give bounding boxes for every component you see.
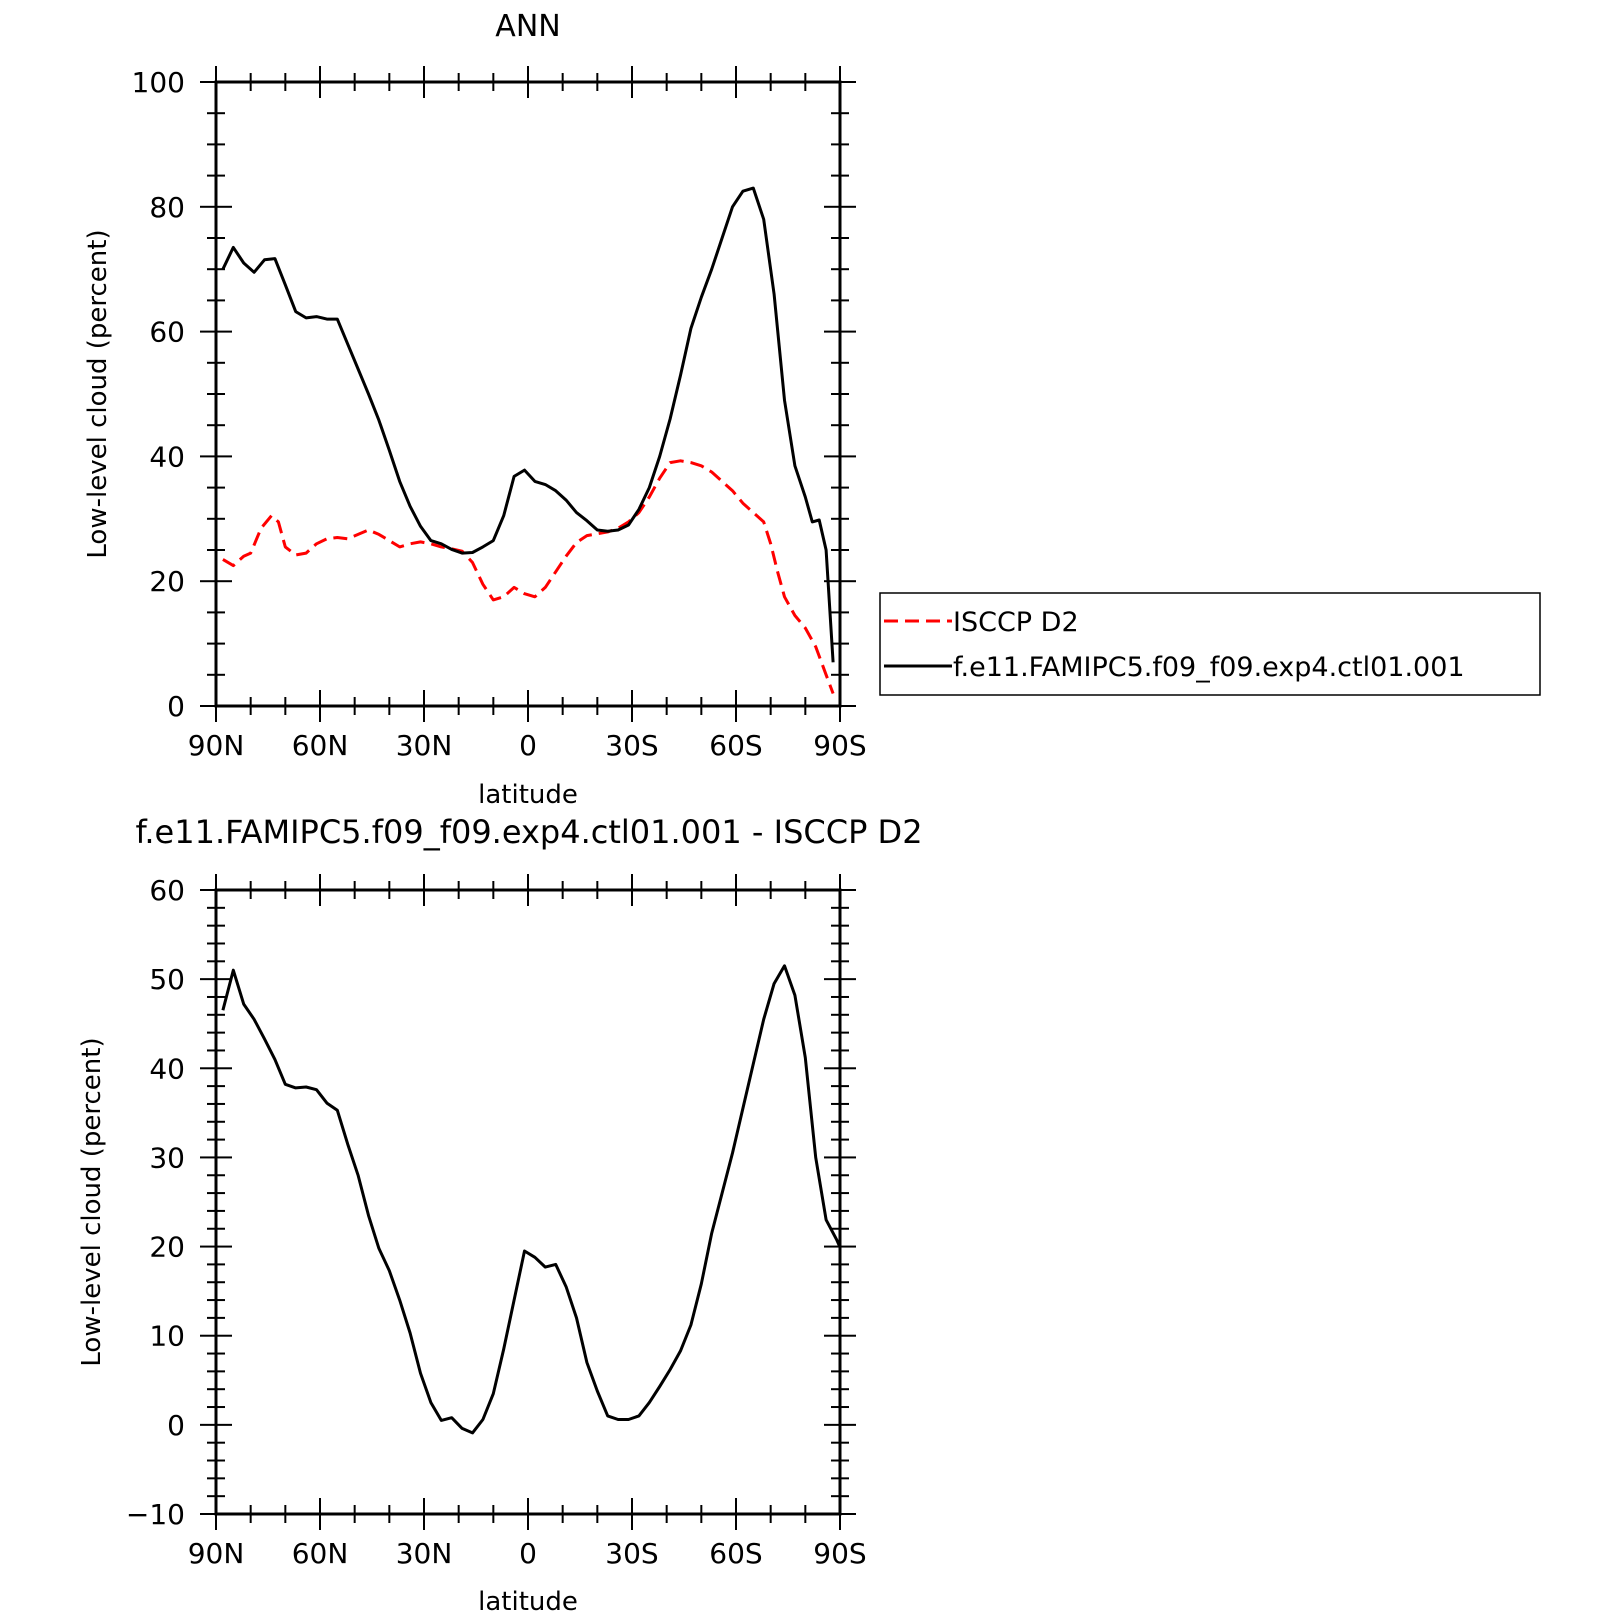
top-y-tick-label: 60 — [149, 316, 185, 349]
top-series-line-1 — [221, 186, 835, 663]
bottom-y-tick-label: 40 — [149, 1052, 185, 1085]
top-x-tick-label: 30S — [605, 729, 658, 762]
legend: ISCCP D2 f.e11.FAMIPC5.f09_f09.exp4.ctl0… — [879, 592, 1541, 696]
bottom-plot-frame — [214, 888, 842, 1516]
top-y-axis-label: Low-level cloud (percent) — [83, 229, 113, 558]
panel-bottom: f.e11.FAMIPC5.f09_f09.exp4.ctl01.001 - I… — [77, 813, 923, 1617]
top-plot-lines — [221, 186, 835, 695]
top-x-axis-label: latitude — [478, 780, 578, 810]
top-y-tick-label: 100 — [132, 66, 185, 99]
top-x-tick-label: 30N — [396, 729, 453, 762]
bottom-axes: 90N 60N 30N 0 30S 60S 90S −10 0 10 20 30 40 50 60 — [126, 874, 867, 1570]
bottom-y-tick-label: 20 — [149, 1231, 185, 1264]
chart-title-top: ANN — [495, 9, 560, 44]
top-x-tick-label: 90S — [813, 729, 866, 762]
bottom-series-line-0 — [221, 964, 840, 1435]
panel-top: ANN 90N 60N 30N 0 30S 60S 90S 0 20 40 60 80 100 lati… — [83, 9, 1541, 810]
bottom-y-tick-label: −10 — [126, 1498, 185, 1531]
top-y-tick-label: 0 — [167, 690, 185, 723]
top-y-tick-label: 20 — [149, 565, 185, 598]
top-x-tick-label: 60N — [292, 729, 349, 762]
bottom-x-tick-label: 30S — [605, 1537, 658, 1570]
bottom-y-tick-label: 10 — [149, 1320, 185, 1353]
top-series-line-0 — [222, 459, 835, 695]
bottom-x-tick-label: 60S — [709, 1537, 762, 1570]
legend-label-isccp: ISCCP D2 — [953, 607, 1079, 638]
bottom-x-tick-label: 90S — [813, 1537, 866, 1570]
bottom-y-tick-label: 50 — [149, 963, 185, 996]
bottom-y-tick-label: 0 — [167, 1409, 185, 1442]
top-x-tick-label: 0 — [519, 729, 537, 762]
chart-title-bottom: f.e11.FAMIPC5.f09_f09.exp4.ctl01.001 - I… — [135, 813, 922, 851]
top-y-tick-label: 40 — [149, 440, 185, 473]
top-y-tick-label: 80 — [149, 191, 185, 224]
legend-label-model: f.e11.FAMIPC5.f09_f09.exp4.ctl01.001 — [953, 652, 1465, 683]
top-x-tick-label: 60S — [709, 729, 762, 762]
top-axes: 90N 60N 30N 0 30S 60S 90S 0 20 40 60 80 100 — [132, 66, 867, 762]
legend-box — [879, 592, 1541, 696]
top-plot-frame — [214, 80, 842, 708]
bottom-y-tick-label: 30 — [149, 1141, 185, 1174]
bottom-y-axis-label: Low-level cloud (percent) — [77, 1037, 107, 1366]
bottom-x-tick-label: 60N — [292, 1537, 349, 1570]
bottom-x-tick-label: 90N — [188, 1537, 245, 1570]
top-x-tick-label: 90N — [188, 729, 245, 762]
bottom-y-tick-label: 60 — [149, 874, 185, 907]
bottom-x-tick-label: 0 — [519, 1537, 537, 1570]
bottom-plot-lines — [221, 964, 840, 1435]
bottom-x-tick-label: 30N — [396, 1537, 453, 1570]
bottom-x-axis-label: latitude — [478, 1587, 578, 1617]
